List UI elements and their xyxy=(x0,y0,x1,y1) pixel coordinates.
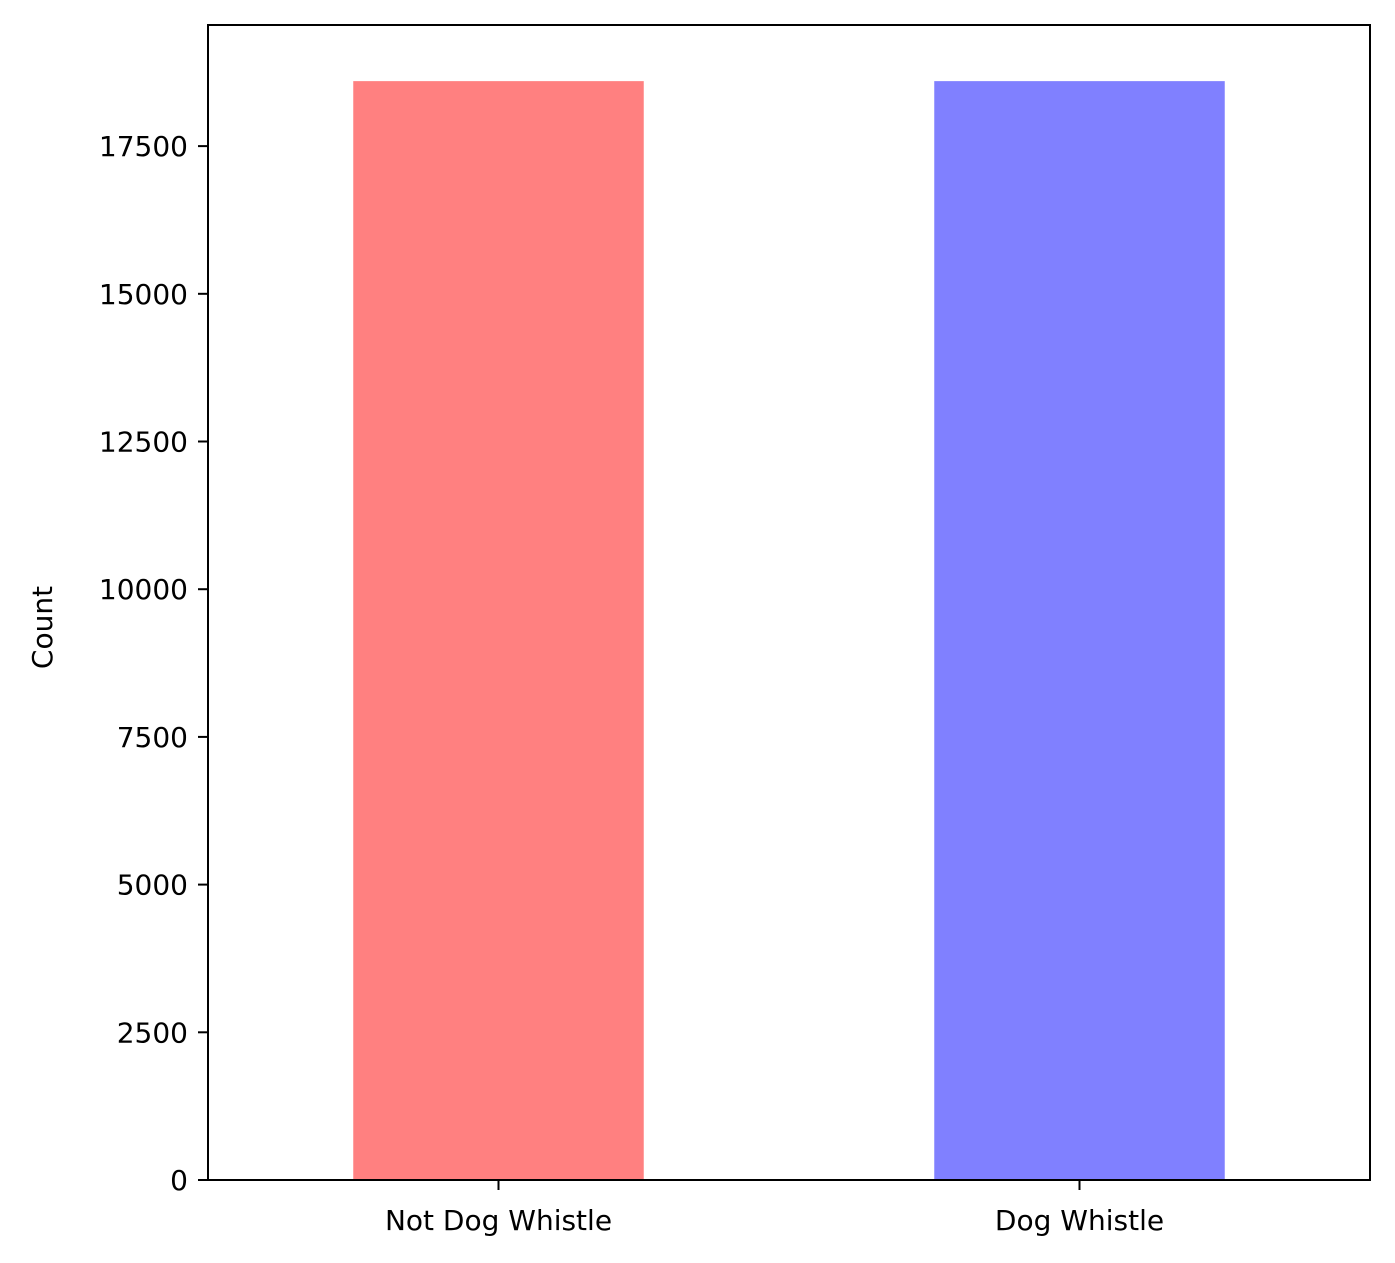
y-tick-label: 5000 xyxy=(117,869,188,902)
y-axis-label: Count xyxy=(26,586,59,669)
x-tick-label: Not Dog Whistle xyxy=(385,1204,612,1237)
y-tick-label: 15000 xyxy=(99,278,188,311)
bars-group xyxy=(353,81,1225,1180)
y-axis-ticks: 0 2500 5000 7500 10000 12500 15000 17500 xyxy=(99,130,208,1197)
y-tick-label: 2500 xyxy=(117,1016,188,1049)
y-tick-label: 7500 xyxy=(117,721,188,754)
y-tick-label: 0 xyxy=(170,1164,188,1197)
plot-frame xyxy=(207,24,1371,1181)
y-tick-label: 17500 xyxy=(99,130,188,163)
x-axis-ticks: Not Dog Whistle Dog Whistle xyxy=(385,1180,1164,1237)
y-tick-label: 10000 xyxy=(99,573,188,606)
x-tick-label: Dog Whistle xyxy=(995,1204,1164,1237)
y-tick-label: 12500 xyxy=(99,426,188,459)
bar-dog-whistle xyxy=(934,81,1225,1180)
bar-not-dog-whistle xyxy=(353,81,644,1180)
